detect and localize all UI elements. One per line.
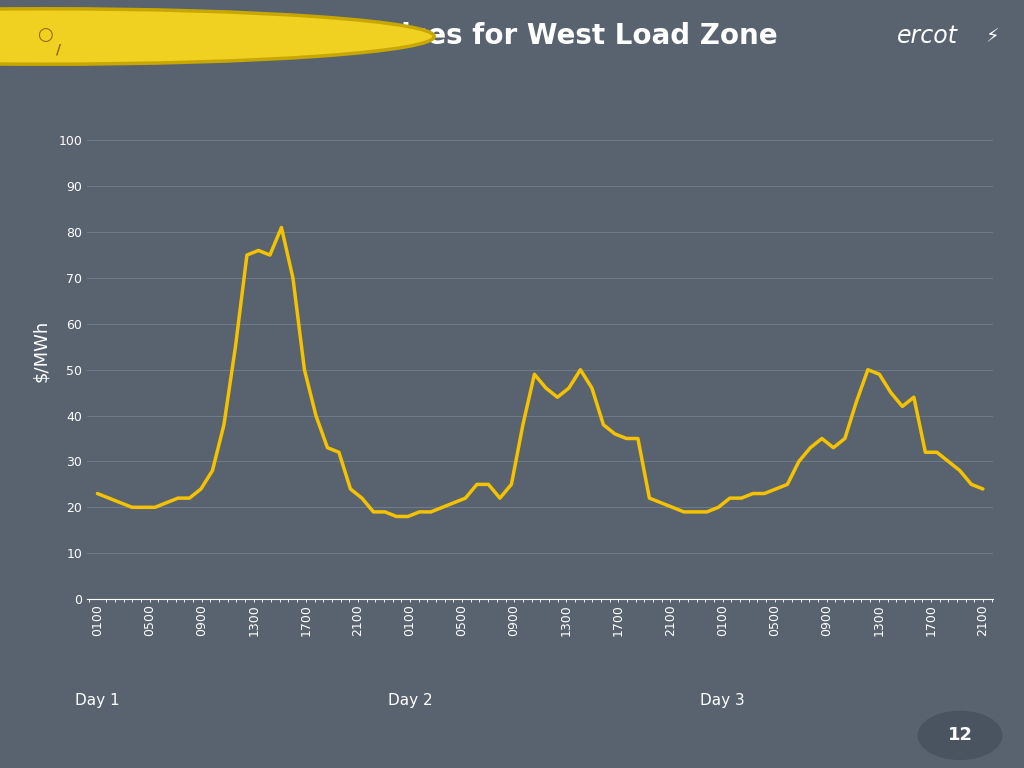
Text: Day 3: Day 3 (700, 694, 744, 709)
Text: Day 1: Day 1 (75, 694, 120, 709)
Text: ercot: ercot (896, 25, 957, 48)
Y-axis label: $/MWh: $/MWh (32, 320, 50, 382)
Text: Recent Real-Time Prices for West Load Zone: Recent Real-Time Prices for West Load Zo… (87, 22, 777, 51)
Circle shape (0, 8, 434, 65)
Text: ○: ○ (37, 26, 53, 44)
Text: ⚡: ⚡ (985, 27, 998, 46)
Text: 12: 12 (947, 727, 973, 744)
Circle shape (919, 711, 1001, 760)
Text: Day 2: Day 2 (388, 694, 432, 709)
Text: /: / (55, 42, 61, 57)
